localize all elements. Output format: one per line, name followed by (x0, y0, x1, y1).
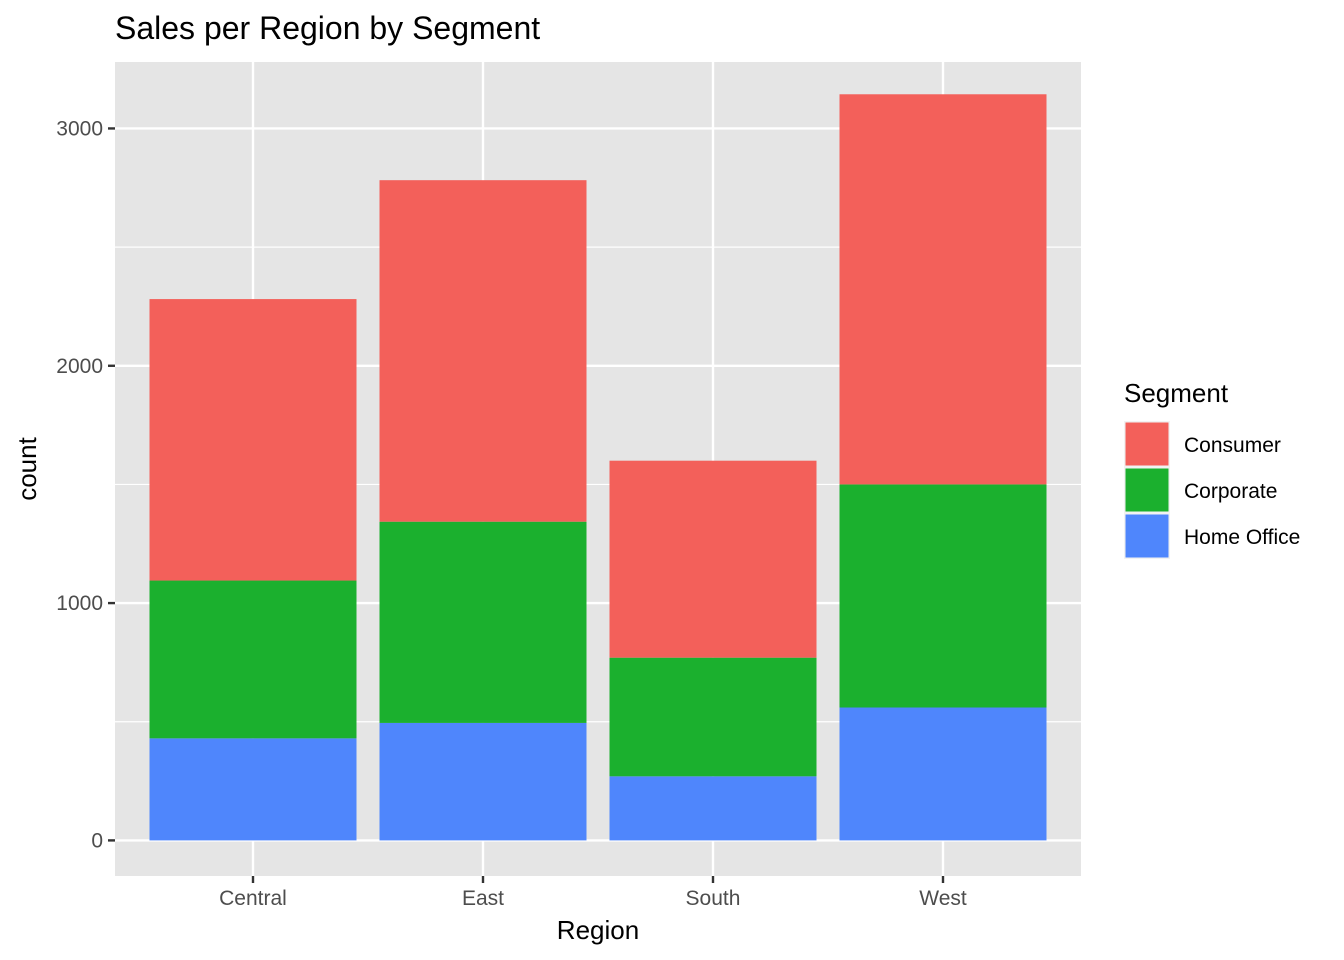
y-tick-label: 3000 (56, 117, 103, 140)
y-tick-label: 1000 (56, 592, 103, 615)
bar-consumer-east (379, 180, 587, 522)
legend-title: Segment (1124, 378, 1229, 408)
bar-corporate-west (839, 484, 1047, 708)
x-axis: Central East South West (219, 876, 967, 910)
x-tick-label: West (919, 887, 967, 910)
legend-label: Consumer (1184, 434, 1281, 457)
legend-swatch-home-office (1125, 514, 1169, 558)
bar-home-office-east (379, 722, 587, 841)
bars (149, 94, 1047, 841)
bar-corporate-central (149, 580, 357, 739)
y-tick-label: 0 (91, 829, 103, 852)
x-tick-label: South (686, 887, 741, 910)
legend-label: Home Office (1184, 526, 1300, 549)
bar-corporate-south (609, 657, 817, 777)
x-tick-label: East (462, 887, 504, 910)
y-axis: 0 1000 2000 3000 (56, 117, 115, 852)
x-axis-title: Region (557, 915, 639, 945)
bar-home-office-west (839, 707, 1047, 841)
legend: Segment Consumer Corporate Home Office (1124, 378, 1300, 559)
bar-consumer-central (149, 299, 357, 581)
bar-consumer-west (839, 94, 1047, 485)
y-tick-label: 2000 (56, 355, 103, 378)
bar-corporate-east (379, 521, 587, 723)
bar-home-office-south (609, 776, 817, 841)
bar-home-office-central (149, 738, 357, 841)
legend-items: Consumer Corporate Home Office (1124, 421, 1300, 559)
legend-swatch-corporate (1125, 468, 1169, 512)
legend-label: Corporate (1184, 480, 1277, 503)
legend-swatch-consumer (1125, 422, 1169, 466)
x-tick-label: Central (219, 887, 287, 910)
y-axis-title: count (12, 436, 42, 500)
bar-consumer-south (609, 460, 817, 658)
chart-title: Sales per Region by Segment (115, 10, 540, 46)
